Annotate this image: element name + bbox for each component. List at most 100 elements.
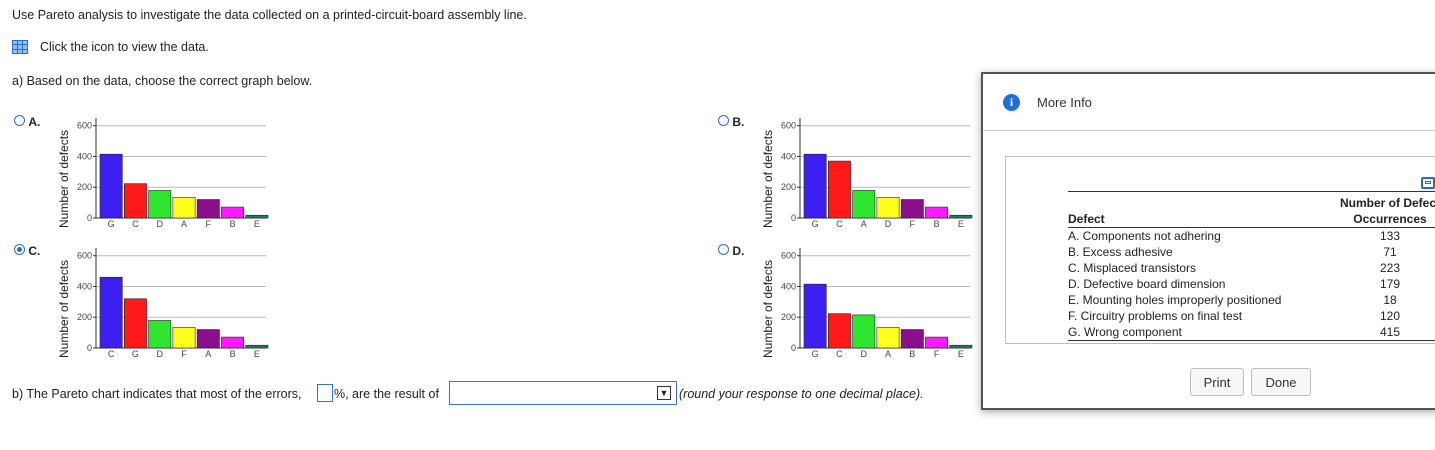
chart-c-xtick-label-D: D xyxy=(156,349,163,359)
chart-b-ytick-label-400: 400 xyxy=(781,151,796,161)
option-d-radio[interactable] xyxy=(718,244,729,255)
chart-b-xtick-label-G: G xyxy=(812,219,819,229)
chart-b: 0 200 400 600 G C A D F B E xyxy=(781,118,973,229)
chart-d: 0 200 400 600 G C D A B F E xyxy=(781,248,973,359)
chart-a-bar-C xyxy=(123,183,147,219)
chart-d-ytick-label-600: 600 xyxy=(781,251,796,261)
chart-b-bar-F xyxy=(900,199,924,219)
option-a-letter: A. xyxy=(28,115,41,129)
option-d-letter: D. xyxy=(732,244,745,258)
chart-b-bar-C xyxy=(827,160,851,219)
option-c[interactable]: C. xyxy=(14,244,40,258)
defect-name: E. Mounting holes improperly positioned xyxy=(1068,293,1282,307)
chart-c-bar-D xyxy=(148,320,172,349)
expand-icon[interactable] xyxy=(1421,177,1435,189)
chart-b-bar-E xyxy=(949,214,973,219)
question-intro: Use Pareto analysis to investigate the d… xyxy=(12,8,527,22)
chart-c-ytick-label-400: 400 xyxy=(77,281,92,291)
chart-b-xtick-label-F: F xyxy=(910,219,916,229)
part-b-prefix: b) The Pareto chart indicates that most … xyxy=(12,387,302,401)
defect-count: 223 xyxy=(1379,261,1401,275)
chart-b-ytick-label-0: 0 xyxy=(791,213,796,223)
cause-dropdown[interactable] xyxy=(449,381,677,405)
chart-b-ytick-label-600: 600 xyxy=(781,121,796,131)
chart-b-xtick-label-D: D xyxy=(885,219,892,229)
option-a-radio[interactable] xyxy=(14,115,25,126)
defect-count: 18 xyxy=(1383,293,1397,307)
defect-name: G. Wrong component xyxy=(1068,324,1332,341)
chart-d-bar-G xyxy=(803,283,827,349)
chart-d-bar-A xyxy=(876,327,900,349)
table-row: D. Defective board dimension 179 xyxy=(1068,276,1435,292)
defect-name: D. Defective board dimension xyxy=(1068,277,1226,291)
chart-d-bar-B xyxy=(900,329,924,349)
defect-count: 179 xyxy=(1379,277,1401,291)
chart-c-bar-A xyxy=(196,329,220,349)
dropdown-arrow-icon[interactable]: ▼ xyxy=(657,386,671,400)
table-row: A. Components not adhering 133 xyxy=(1068,228,1435,245)
chart-d-bar-E xyxy=(949,344,973,349)
chart-a-bar-D xyxy=(148,190,172,219)
chart-d-ytick-label-0: 0 xyxy=(791,343,796,353)
done-button[interactable]: Done xyxy=(1251,368,1311,396)
chart-a-xtick-label-F: F xyxy=(206,219,212,229)
data-link-text: Click the icon to view the data. xyxy=(40,40,209,54)
chart-a-xtick-label-A: A xyxy=(181,219,187,229)
option-b-letter: B. xyxy=(732,115,745,129)
table-top-rule xyxy=(1068,191,1435,192)
option-d[interactable]: D. xyxy=(718,244,744,258)
part-b-suffix: (round your response to one decimal plac… xyxy=(679,387,924,401)
chart-c-xtick-label-G: G xyxy=(132,349,139,359)
chart-c-bar-G xyxy=(123,298,147,349)
chart-a-ytick-label-0: 0 xyxy=(87,213,92,223)
chart-d-xtick-label-B: B xyxy=(909,349,915,359)
defect-count: 71 xyxy=(1383,245,1397,259)
more-info-dialog: i More Info Defect Number of Defect Occu… xyxy=(981,72,1435,410)
chart-a-ytick-label-600: 600 xyxy=(77,121,92,131)
chart-c-xtick-label-B: B xyxy=(230,349,236,359)
chart-c-bar-F xyxy=(172,327,196,349)
chart-b-xtick-label-C: C xyxy=(836,219,843,229)
chart-d-xtick-label-G: G xyxy=(812,349,819,359)
option-b[interactable]: B. xyxy=(718,115,744,129)
chart-d-xtick-label-E: E xyxy=(958,349,964,359)
defect-name: A. Components not adhering xyxy=(1068,229,1221,243)
table-row: G. Wrong component 415 xyxy=(1068,324,1435,341)
chart-a-xtick-label-B: B xyxy=(230,219,236,229)
defect-count: 133 xyxy=(1379,229,1401,243)
col-count-header-line2: Occurrences xyxy=(1353,212,1427,226)
dialog-title: More Info xyxy=(1037,95,1092,110)
chart-d-bar-C xyxy=(827,313,851,349)
chart-d-ytick-label-200: 200 xyxy=(781,312,796,322)
chart-b-bar-G xyxy=(803,153,827,219)
chart-b-bar-D xyxy=(876,197,900,219)
col-count-header: Number of Defect Occurrences xyxy=(1332,195,1435,228)
table-row: B. Excess adhesive 71 xyxy=(1068,244,1435,260)
chart-c-bar-E xyxy=(245,344,269,349)
print-button[interactable]: Print xyxy=(1190,368,1244,396)
percent-input[interactable] xyxy=(317,384,333,402)
chart-a-xtick-label-E: E xyxy=(254,219,260,229)
chart-d-ytick-label-400: 400 xyxy=(781,281,796,291)
chart-c-xtick-label-C: C xyxy=(108,349,115,359)
part-a-prompt: a) Based on the data, choose the correct… xyxy=(12,74,313,88)
chart-a-bar-A xyxy=(172,197,196,219)
chart-d-xtick-label-A: A xyxy=(885,349,891,359)
chart-a-xtick-label-G: G xyxy=(108,219,115,229)
chart-a-bar-F xyxy=(196,199,220,219)
chart-a-xtick-label-D: D xyxy=(156,219,163,229)
option-a[interactable]: A. xyxy=(14,115,40,129)
defect-name: F. Circuitry problems on final test xyxy=(1068,309,1243,323)
chart-c-bar-C xyxy=(99,276,123,349)
chart-d-xtick-label-D: D xyxy=(860,349,867,359)
option-b-radio[interactable] xyxy=(718,115,729,126)
data-table-icon[interactable] xyxy=(12,40,28,54)
option-c-radio[interactable] xyxy=(14,244,25,255)
defect-name: C. Misplaced transistors xyxy=(1068,261,1197,275)
part-b-mid: %, are the result of xyxy=(334,387,439,401)
table-row: E. Mounting holes improperly positioned 1… xyxy=(1068,292,1435,308)
defects-table: Defect Number of Defect Occurrences A. C… xyxy=(1068,195,1435,341)
chart-a-bar-G xyxy=(99,153,123,219)
chart-a: 0 200 400 600 G C D A F B E xyxy=(77,118,269,229)
chart-c-ytick-label-600: 600 xyxy=(77,251,92,261)
